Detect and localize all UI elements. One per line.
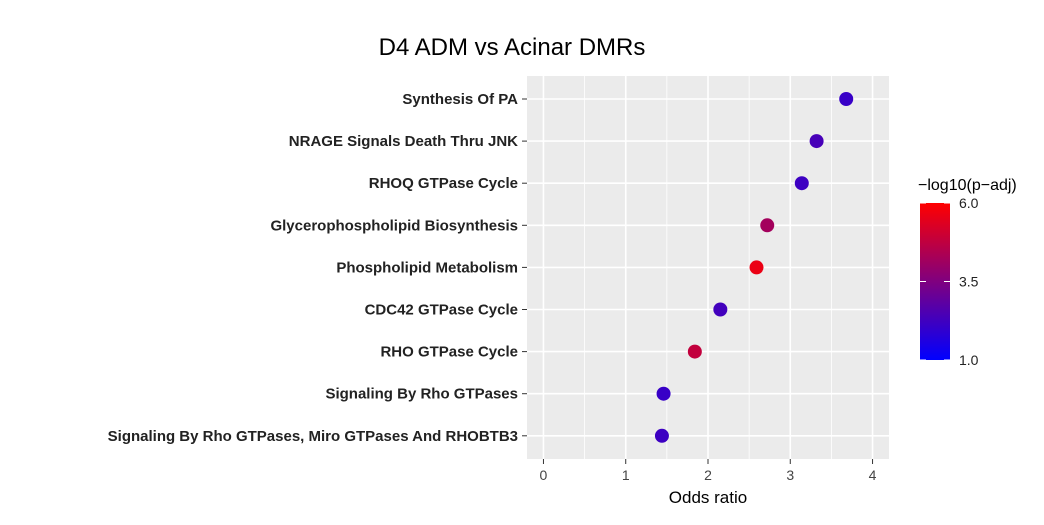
legend-tick-label: 1.0 [959,352,979,368]
category-label: Synthesis Of PA [402,91,518,108]
x-axis-title: Odds ratio [669,488,747,507]
legend-tick-label: 3.5 [959,274,979,290]
category-label: Signaling By Rho GTPases [325,386,518,403]
x-tick-label: 3 [786,467,794,483]
category-label: RHOQ GTPase Cycle [369,175,518,192]
data-point [839,92,854,106]
data-point [687,344,702,359]
category-label: NRAGE Signals Death Thru JNK [289,133,518,150]
y-axis: Synthesis Of PA NRAGE Signals Death Thru … [108,91,527,445]
data-point [809,134,824,149]
category-label: RHO GTPase Cycle [380,344,518,361]
data-point [794,176,809,191]
category-label: Signaling By Rho GTPases, Miro GTPases A… [108,428,518,445]
color-legend: −log10(p−adj) 6.0 3.5 1.0 [918,177,1017,368]
legend-tick-label: 6.0 [959,195,979,211]
category-label: Glycerophospholipid Biosynthesis [270,217,518,234]
x-tick-label: 0 [540,467,548,483]
data-point [713,302,728,317]
grid-lines [527,76,889,459]
data-point [760,218,775,233]
x-tick-label: 4 [869,467,877,483]
legend-title: −log10(p−adj) [918,177,1017,194]
category-label: Phospholipid Metabolism [336,259,518,276]
data-point [654,428,669,443]
category-label: CDC42 GTPase Cycle [365,302,518,319]
data-points [654,92,854,443]
legend-ticks: 6.0 3.5 1.0 [920,195,979,368]
x-axis: 0 1 2 3 4 [540,459,877,483]
data-point [749,260,764,275]
x-tick-label: 2 [704,467,712,483]
chart-title: D4 ADM vs Acinar DMRs [379,34,646,61]
data-point [656,386,671,401]
x-tick-label: 1 [622,467,630,483]
